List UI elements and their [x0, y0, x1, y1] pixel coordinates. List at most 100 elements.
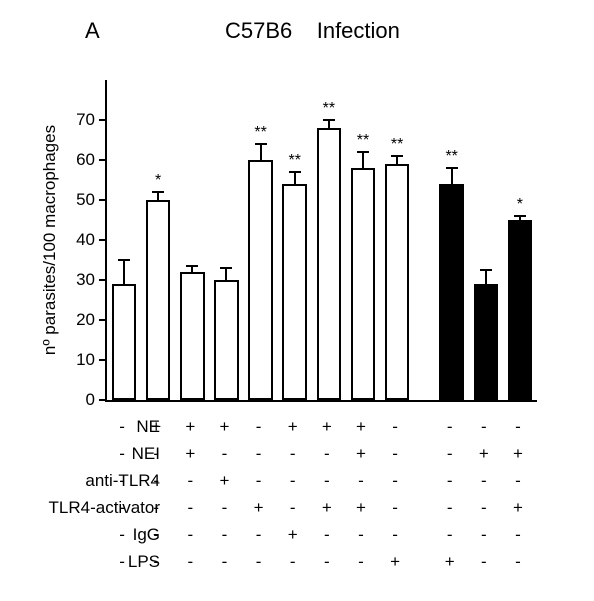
- y-tick-mark: [99, 319, 107, 321]
- bar: [317, 128, 342, 400]
- treatment-mark: -: [222, 525, 228, 545]
- error-bar: [225, 268, 227, 280]
- y-tick: 0: [86, 390, 107, 410]
- y-tick-mark: [99, 199, 107, 201]
- error-cap: [152, 191, 164, 193]
- treatment-mark: -: [119, 525, 125, 545]
- treatment-mark: -: [324, 525, 330, 545]
- treatment-mark: -: [358, 471, 364, 491]
- treatment-mark: +: [254, 498, 264, 518]
- treatment-mark: -: [481, 552, 487, 572]
- figure-page: { "panel_letter": "A", "title": "C57B6 I…: [0, 0, 594, 601]
- treatment-mark: -: [222, 444, 228, 464]
- treatment-mark: -: [324, 552, 330, 572]
- treatment-mark: -: [481, 525, 487, 545]
- y-tick: 10: [76, 350, 107, 370]
- treatment-mark: -: [392, 471, 398, 491]
- error-cap: [220, 267, 232, 269]
- error-bar: [157, 192, 159, 200]
- bar-group: *: [508, 80, 533, 400]
- error-cap: [289, 171, 301, 173]
- bar-group: **: [385, 80, 410, 400]
- bar-group: [180, 80, 205, 400]
- treatment-mark: -: [290, 552, 296, 572]
- treatment-mark: -: [481, 417, 487, 437]
- treatment-mark: +: [513, 498, 523, 518]
- treatment-mark: -: [256, 417, 262, 437]
- treatment-mark: +: [513, 444, 523, 464]
- treatment-mark: -: [153, 444, 159, 464]
- significance-marker: **: [254, 124, 266, 142]
- y-tick-mark: [99, 279, 107, 281]
- treatment-mark: +: [322, 417, 332, 437]
- bar-group: [214, 80, 239, 400]
- treatment-mark: -: [447, 471, 453, 491]
- treatment-row: anti-TLR4---+--------: [0, 469, 594, 496]
- y-tick-label: 20: [76, 310, 97, 330]
- bar-group: **: [248, 80, 273, 400]
- treatment-mark: +: [288, 525, 298, 545]
- bar: [282, 184, 307, 400]
- bar-group: *: [146, 80, 171, 400]
- y-tick-mark: [99, 399, 107, 401]
- significance-marker: **: [391, 136, 403, 154]
- treatment-mark: -: [153, 471, 159, 491]
- treatment-row: NE-+++-+++----: [0, 415, 594, 442]
- treatment-mark: -: [515, 471, 521, 491]
- treatment-mark: -: [256, 471, 262, 491]
- bar: [439, 184, 464, 400]
- treatment-mark: -: [187, 552, 193, 572]
- error-cap: [186, 265, 198, 267]
- bar-group: [474, 80, 499, 400]
- treatment-mark: -: [392, 417, 398, 437]
- bar: [385, 164, 410, 400]
- significance-marker: *: [517, 196, 523, 214]
- treatment-mark: -: [358, 552, 364, 572]
- error-bar: [396, 156, 398, 164]
- bars-layer: **************: [107, 80, 537, 400]
- treatment-mark: -: [447, 417, 453, 437]
- bar-group: **: [317, 80, 342, 400]
- error-bar: [485, 270, 487, 284]
- bar-group: **: [351, 80, 376, 400]
- error-bar: [362, 152, 364, 168]
- treatment-mark: -: [290, 498, 296, 518]
- treatment-mark: +: [479, 444, 489, 464]
- treatment-mark: -: [119, 552, 125, 572]
- treatment-mark: -: [481, 498, 487, 518]
- treatment-mark: -: [324, 444, 330, 464]
- error-cap: [323, 119, 335, 121]
- treatment-row: NEI--+----+--++: [0, 442, 594, 469]
- error-bar: [294, 172, 296, 184]
- error-cap: [357, 151, 369, 153]
- error-bar: [328, 120, 330, 128]
- y-tick-label: 50: [76, 190, 97, 210]
- treatment-mark: -: [222, 498, 228, 518]
- treatment-mark: -: [119, 498, 125, 518]
- bar: [112, 284, 137, 400]
- bar: [508, 220, 533, 400]
- treatment-mark: +: [356, 498, 366, 518]
- bar: [180, 272, 205, 400]
- treatment-mark: -: [447, 498, 453, 518]
- y-tick-label: 70: [76, 110, 97, 130]
- treatment-mark: -: [119, 471, 125, 491]
- error-cap: [514, 215, 526, 217]
- error-bar: [451, 168, 453, 184]
- y-tick: 50: [76, 190, 107, 210]
- y-tick-label: 40: [76, 230, 97, 250]
- y-tick-mark: [99, 119, 107, 121]
- treatment-mark: -: [153, 525, 159, 545]
- treatment-mark: +: [390, 552, 400, 572]
- treatment-mark: -: [481, 471, 487, 491]
- error-bar: [123, 260, 125, 284]
- y-tick: 60: [76, 150, 107, 170]
- y-tick: 70: [76, 110, 107, 130]
- bar: [351, 168, 376, 400]
- treatment-label: TLR4-activator: [49, 498, 160, 518]
- bar-group: [112, 80, 137, 400]
- error-cap: [446, 167, 458, 169]
- y-tick-label: 0: [86, 390, 97, 410]
- treatment-mark: -: [515, 525, 521, 545]
- significance-marker: **: [445, 148, 457, 166]
